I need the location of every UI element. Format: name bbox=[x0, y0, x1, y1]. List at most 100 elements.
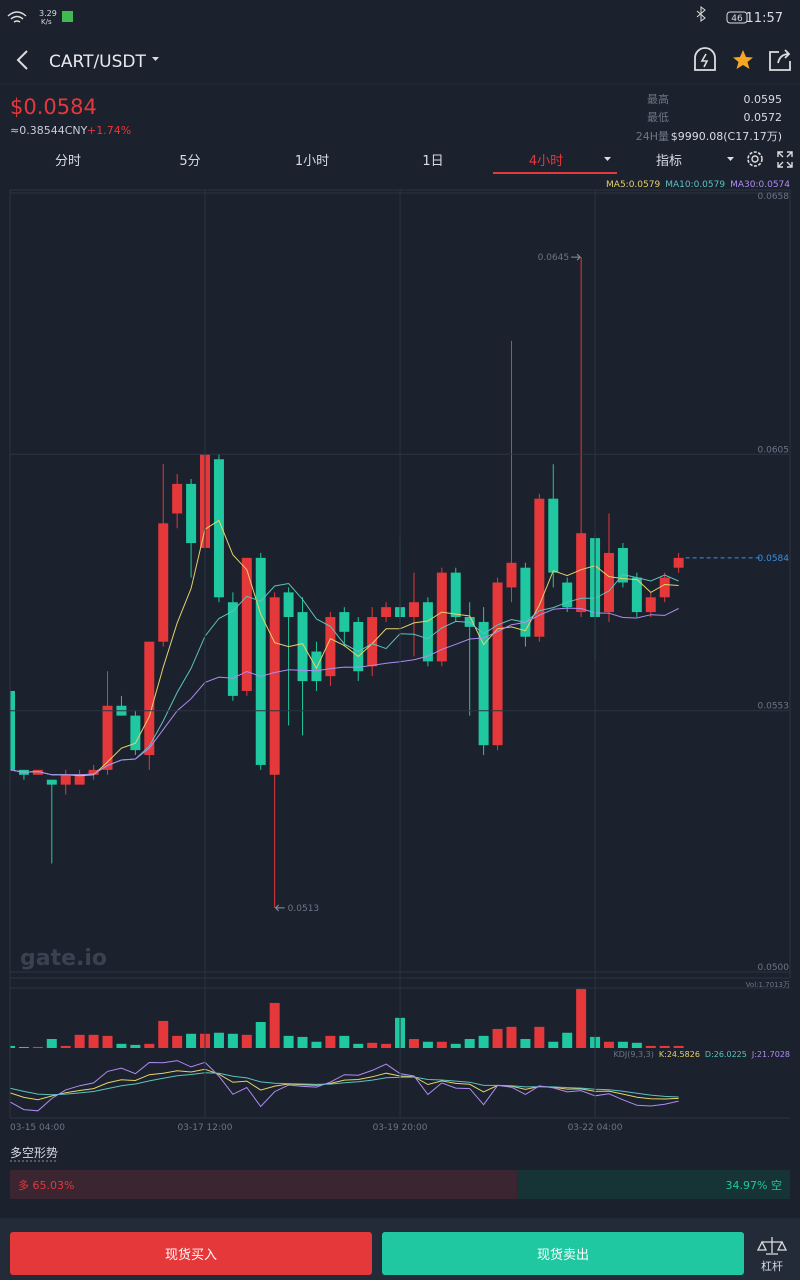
high-label: 0.0645 bbox=[538, 253, 570, 263]
x-tick-label: 03-15 04:00 bbox=[10, 1123, 65, 1133]
volume-bar bbox=[506, 1026, 517, 1048]
volume-bar bbox=[18, 1046, 29, 1048]
back-button[interactable] bbox=[16, 50, 28, 70]
last-price-label: 0.0584 bbox=[758, 554, 790, 564]
candle-body bbox=[339, 612, 350, 632]
volume-bar bbox=[492, 1028, 503, 1048]
volume-bar bbox=[617, 1041, 628, 1048]
favorite-button[interactable] bbox=[733, 50, 753, 69]
volume-bar bbox=[172, 1035, 183, 1048]
candle-body bbox=[548, 498, 559, 573]
volume-bar bbox=[283, 1035, 294, 1048]
margin-button[interactable] bbox=[756, 1237, 788, 1255]
volume-bar bbox=[227, 1033, 238, 1048]
tab[interactable]: 4小时 bbox=[529, 154, 563, 169]
ma10-label: MA10:0.0579 bbox=[665, 180, 725, 190]
ma5-label: MA5:0.0579 bbox=[606, 180, 660, 190]
pair-dropdown[interactable] bbox=[152, 57, 159, 61]
candle-body bbox=[673, 557, 684, 568]
candle-body bbox=[186, 483, 197, 544]
candle-body bbox=[576, 533, 587, 613]
volume-bar bbox=[422, 1041, 433, 1048]
volume-bar bbox=[60, 1045, 71, 1048]
alert-button[interactable] bbox=[694, 47, 716, 71]
tab-underline bbox=[493, 172, 617, 174]
sell-label[interactable]: 现货卖出 bbox=[537, 1247, 589, 1263]
candle-body bbox=[130, 715, 141, 751]
ma30-label: MA30:0.0574 bbox=[730, 180, 790, 190]
volume-bar bbox=[353, 1043, 364, 1048]
fullscreen-button[interactable] bbox=[777, 151, 793, 168]
volume-label: 24H量 bbox=[636, 130, 669, 143]
candle-body bbox=[88, 769, 99, 775]
volume-bar bbox=[88, 1034, 99, 1048]
candle-body bbox=[269, 597, 280, 775]
settings-button[interactable] bbox=[747, 151, 763, 167]
tab-dropdown[interactable] bbox=[604, 157, 611, 161]
sell-button[interactable] bbox=[382, 1232, 744, 1275]
candle-body bbox=[506, 562, 517, 588]
candle-body bbox=[659, 577, 670, 598]
kdj-label: J:21.7028 bbox=[751, 1050, 790, 1059]
candle-body bbox=[213, 459, 224, 598]
candle-body bbox=[367, 617, 378, 667]
tab[interactable]: 分时 bbox=[55, 154, 81, 169]
buy-label[interactable]: 现货买入 bbox=[165, 1247, 217, 1263]
candle-body bbox=[562, 582, 573, 608]
x-tick-label: 03-22 04:00 bbox=[568, 1123, 623, 1133]
candle-body bbox=[74, 774, 85, 785]
candle-body bbox=[478, 621, 489, 746]
time: 11:57 bbox=[746, 11, 783, 26]
volume-bar bbox=[213, 1032, 224, 1048]
margin-label[interactable]: 杠杆 bbox=[761, 1259, 783, 1273]
low: 0.0572 bbox=[744, 111, 783, 124]
tab[interactable]: 1日 bbox=[422, 154, 443, 169]
candle-body bbox=[645, 597, 656, 613]
kdj-label: D:26.0225 bbox=[705, 1050, 747, 1059]
volume-bar bbox=[603, 1041, 614, 1048]
low-arrow bbox=[274, 904, 285, 912]
share-button[interactable] bbox=[769, 49, 791, 71]
kdj-line bbox=[10, 1060, 679, 1112]
watermark: gate.io bbox=[20, 946, 107, 971]
tab[interactable]: 1小时 bbox=[295, 154, 329, 169]
battery-icon bbox=[726, 11, 748, 24]
volume-bar bbox=[116, 1043, 127, 1048]
volume-bar bbox=[269, 1002, 280, 1048]
battery: 46 bbox=[731, 14, 743, 24]
volume-bar bbox=[325, 1035, 336, 1048]
low-label: 0.0513 bbox=[288, 904, 320, 914]
candle-body bbox=[102, 705, 113, 770]
volume-bar bbox=[255, 1021, 266, 1048]
volume-axis-label: Vol:1.7013万 bbox=[746, 981, 790, 989]
pair-title[interactable]: CART/USDT bbox=[49, 52, 147, 72]
high-label: 最高 bbox=[647, 92, 669, 106]
volume-bar bbox=[381, 1043, 392, 1048]
volume-bar bbox=[186, 1033, 197, 1048]
candle-body bbox=[450, 572, 461, 618]
volume-bar bbox=[158, 1020, 169, 1048]
volume-bar bbox=[74, 1034, 85, 1048]
speed-unit: K/s bbox=[41, 18, 52, 26]
tab-dropdown[interactable] bbox=[727, 157, 734, 161]
volume-bar bbox=[408, 1038, 419, 1048]
candle-body bbox=[603, 552, 614, 613]
volume-bar bbox=[464, 1038, 475, 1048]
candle-body bbox=[325, 617, 336, 677]
tab[interactable]: 5分 bbox=[179, 154, 200, 169]
volume-bar bbox=[297, 1036, 308, 1048]
volume-bar bbox=[631, 1042, 642, 1048]
tab[interactable]: 指标 bbox=[656, 154, 682, 169]
candle-body bbox=[172, 483, 183, 514]
volume-bar bbox=[144, 1043, 155, 1048]
volume-bar bbox=[102, 1035, 113, 1048]
volume-bar bbox=[46, 1038, 57, 1048]
buy-button[interactable] bbox=[10, 1232, 372, 1275]
candle-body bbox=[492, 582, 503, 746]
candle-body bbox=[381, 607, 392, 618]
x-tick-label: 03-17 12:00 bbox=[178, 1123, 233, 1133]
candle-body bbox=[32, 769, 43, 775]
candle-body bbox=[631, 577, 642, 613]
